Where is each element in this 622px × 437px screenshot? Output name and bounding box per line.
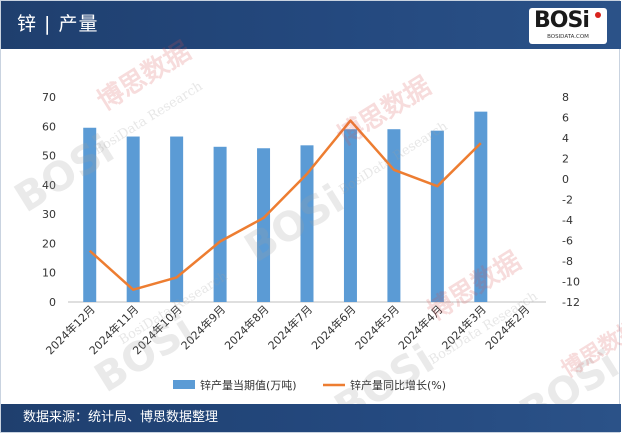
logo-dot-icon [595,12,601,18]
legend-label-bar: 锌产量当期值(万吨) [200,378,297,392]
combo-chart: 0 10 20 30 40 50 60 70 -12 -10 -8 -6 -4 -2 0 2 4 6 8 2024… [42,91,580,392]
y-left-tick-label: 20 [42,237,56,250]
bar [387,129,401,302]
legend: 锌产量当期值(万吨) 锌产量同比增长(%) [173,378,446,392]
brand-logo: BOSi BOSIDATA.COM [529,8,607,44]
y-axis-left: 0 10 20 30 40 50 60 70 [42,91,56,309]
x-tick-label: 2024年6月 [308,302,358,352]
y-left-tick-label: 50 [42,150,56,163]
data-source: 数据来源：统计局、博思数据整理 [23,410,219,425]
x-tick-label: 2024年5月 [352,302,402,352]
bar [170,136,184,302]
y-right-tick-label: 8 [562,91,569,104]
series-line [88,119,482,291]
bar [474,111,488,302]
y-left-tick-label: 40 [42,179,56,192]
x-tick-label: 2024年8月 [221,302,271,352]
legend-label-line: 锌产量同比增长(%) [350,378,446,392]
bar [257,148,271,302]
bar [430,130,444,302]
bar [343,129,357,302]
page-title: 锌 | 产量 [17,13,99,35]
bar [300,145,314,302]
x-tick-label: 2024年7月 [265,302,315,352]
bar [126,136,140,302]
bar [83,127,97,302]
y-right-tick-label: -8 [562,255,573,268]
y-left-tick-label: 30 [42,208,56,221]
logo-subtext: BOSIDATA.COM [547,34,589,40]
y-right-tick-label: -10 [562,276,580,289]
y-right-tick-label: -2 [562,194,573,207]
legend-swatch-bar [173,380,195,389]
x-axis-labels: 2024年12月2024年11月2024年10月2024年9月2024年8月20… [43,302,533,357]
logo-wordmark: BOSi [534,8,590,33]
x-tick-label: 2024年2月 [482,302,532,352]
y-right-tick-label: -12 [562,296,580,309]
line-series [88,119,482,291]
header-bar: 锌 | 产量 BOSi BOSIDATA.COM [1,1,621,49]
y-right-tick-label: 4 [562,132,569,145]
y-left-tick-label: 0 [49,296,56,309]
y-left-tick-label: 60 [42,120,56,133]
y-right-tick-label: 0 [562,173,569,186]
y-right-tick-label: 6 [562,112,569,125]
bar [213,146,227,302]
y-right-tick-label: -6 [562,235,573,248]
footer-bar: 数据来源：统计局、博思数据整理 [1,404,621,432]
bar-series [83,111,488,302]
y-right-tick-label: -4 [562,214,573,227]
x-tick-label: 2024年9月 [178,302,228,352]
y-left-tick-label: 10 [42,267,56,280]
y-axis-right: -12 -10 -8 -6 -4 -2 0 2 4 6 8 [562,91,580,309]
y-right-tick-label: 2 [562,153,569,166]
x-tick-label: 2024年3月 [439,302,489,352]
y-left-tick-label: 70 [42,91,56,104]
x-tick-label: 2024年4月 [395,302,445,352]
